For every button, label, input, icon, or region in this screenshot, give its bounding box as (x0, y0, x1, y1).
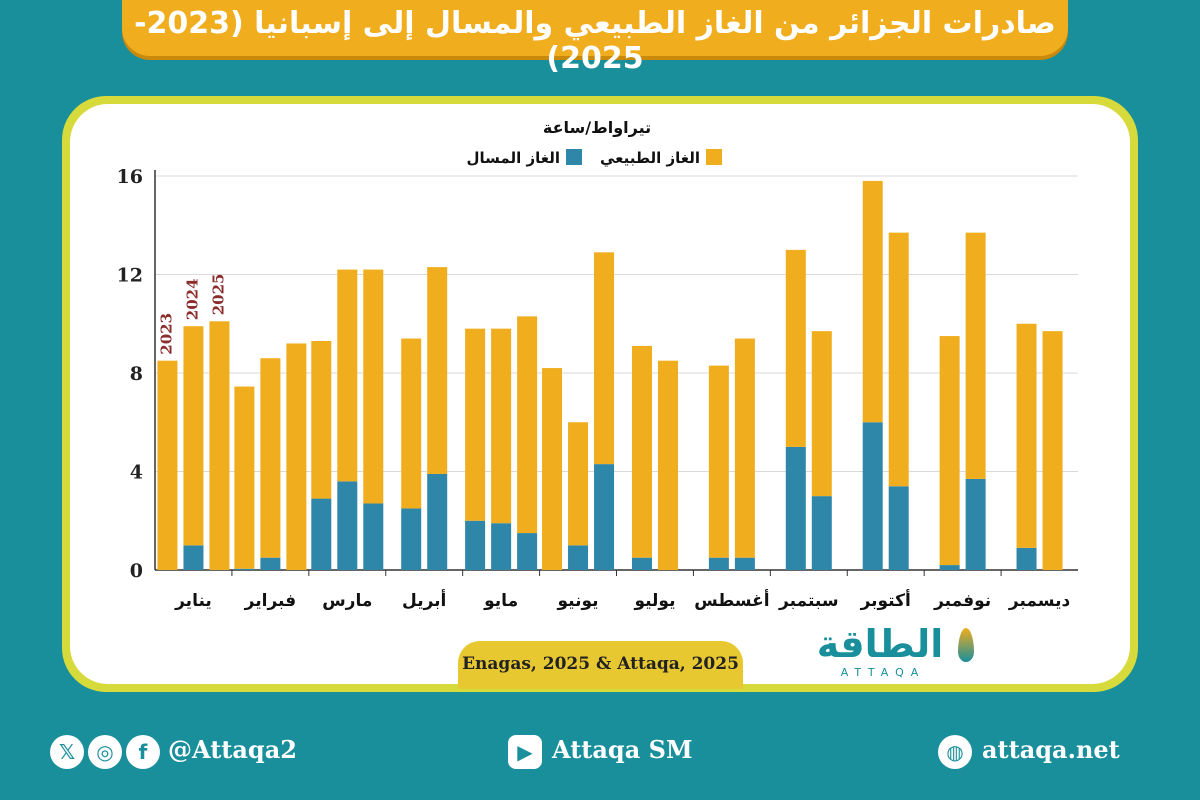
bar-lng (363, 503, 384, 570)
year-label: 2025 (209, 274, 227, 316)
bar-pipeline (811, 331, 832, 497)
bar-lng (1016, 547, 1037, 570)
social-handle[interactable]: @Attaqa2 (168, 735, 297, 764)
bar-pipeline (568, 422, 589, 546)
bar-pipeline (311, 340, 332, 499)
bar-lng (427, 473, 448, 570)
year-label: 2024 (183, 278, 201, 320)
youtube-channel[interactable]: Attaqa SM (552, 735, 693, 764)
y-tick-label: 4 (130, 462, 143, 484)
y-tick-label: 8 (130, 363, 143, 385)
y-tick-label: 16 (117, 166, 143, 188)
legend-label: الغاز المسال (467, 149, 560, 167)
bar-pipeline (401, 338, 422, 509)
bar-lng (491, 523, 512, 570)
youtube-icon[interactable]: ▶ (508, 735, 542, 769)
logo-arabic: الطاقة (816, 622, 944, 666)
bar-lng (311, 498, 332, 570)
source-text: Enagas, 2025 & Attaqa, 2025 (462, 654, 739, 674)
bar-lng (631, 557, 652, 570)
bar-lng (811, 496, 832, 570)
bar-lng (888, 486, 909, 570)
bar-lng (183, 545, 204, 570)
bar-pipeline (286, 343, 307, 570)
attaqa-logo: الطاقة ATTAQA (800, 622, 980, 682)
x-tick-label: ديسمبر (1008, 591, 1071, 611)
x-tick-label: يناير (174, 591, 212, 611)
x-tick-label: أكتوبر (860, 589, 911, 611)
bar-pipeline (183, 326, 204, 546)
bar-pipeline (1016, 323, 1037, 548)
bar-pipeline (465, 328, 486, 521)
legend-swatch (566, 149, 582, 165)
bar-lng (785, 446, 806, 570)
x-tick-label: فبراير (244, 591, 296, 611)
bar-pipeline (888, 232, 909, 487)
bar-pipeline (657, 360, 678, 570)
bar-pipeline (260, 358, 281, 558)
x-tick-label: مايو (483, 591, 518, 611)
bar-lng (965, 478, 986, 570)
bar-lng (260, 557, 281, 570)
x-tick-label: يوليو (633, 591, 675, 611)
bar-lng (465, 520, 486, 570)
bar-lng (337, 481, 358, 570)
facebook-icon[interactable]: f (126, 735, 160, 769)
legend-label: الغاز الطبيعي (600, 149, 700, 167)
bar-pipeline (234, 386, 255, 569)
bar-pipeline (363, 269, 384, 504)
bar-pipeline (939, 336, 960, 566)
bar-lng (568, 545, 589, 570)
bar-pipeline (1042, 331, 1063, 570)
instagram-icon[interactable]: ◎ (88, 735, 122, 769)
bar-pipeline (965, 232, 986, 479)
bar-pipeline (157, 360, 178, 570)
bar-pipeline (631, 345, 652, 558)
bar-lng (939, 565, 960, 570)
y-tick-label: 12 (117, 265, 143, 287)
bar-pipeline (734, 338, 755, 558)
bar-pipeline (337, 269, 358, 482)
x-tick-label: أبريل (402, 589, 446, 611)
bar-pipeline (427, 267, 448, 474)
bar-pipeline (542, 368, 563, 570)
y-tick-label: 0 (130, 560, 143, 582)
bar-lng (517, 533, 538, 570)
title-bar: صادرات الجزائر من الغاز الطبيعي والمسال … (122, 0, 1068, 76)
x-tick-label: أغسطس (694, 589, 769, 611)
bar-lng (594, 464, 615, 570)
x-tick-label: يونيو (557, 591, 599, 611)
chart-title: صادرات الجزائر من الغاز الطبيعي والمسال … (134, 6, 1056, 76)
source-tab (458, 641, 743, 689)
bar-lng (708, 557, 729, 570)
flame-drop-icon (958, 628, 974, 662)
x-icon[interactable]: 𝕏 (50, 735, 84, 769)
bar-lng (401, 508, 422, 570)
bar-lng (734, 557, 755, 570)
legend-swatch (706, 149, 722, 165)
bar-pipeline (708, 365, 729, 558)
year-label: 2023 (157, 313, 175, 355)
bar-pipeline (785, 249, 806, 447)
bar-lng (234, 568, 255, 570)
website-link[interactable]: attaqa.net (982, 735, 1120, 764)
logo-english: ATTAQA (840, 666, 926, 679)
bar-pipeline (862, 180, 883, 423)
unit-label: تيراواط/ساعة (543, 118, 651, 137)
bar-pipeline (594, 252, 615, 465)
globe-icon[interactable]: ◍ (938, 735, 972, 769)
bar-pipeline (209, 321, 230, 570)
bar-pipeline (491, 328, 512, 524)
x-tick-label: سبتمبر (778, 591, 839, 611)
bar-lng (862, 422, 883, 570)
x-tick-label: نوفمبر (933, 591, 991, 611)
bar-pipeline (517, 316, 538, 534)
x-tick-label: مارس (322, 591, 372, 611)
